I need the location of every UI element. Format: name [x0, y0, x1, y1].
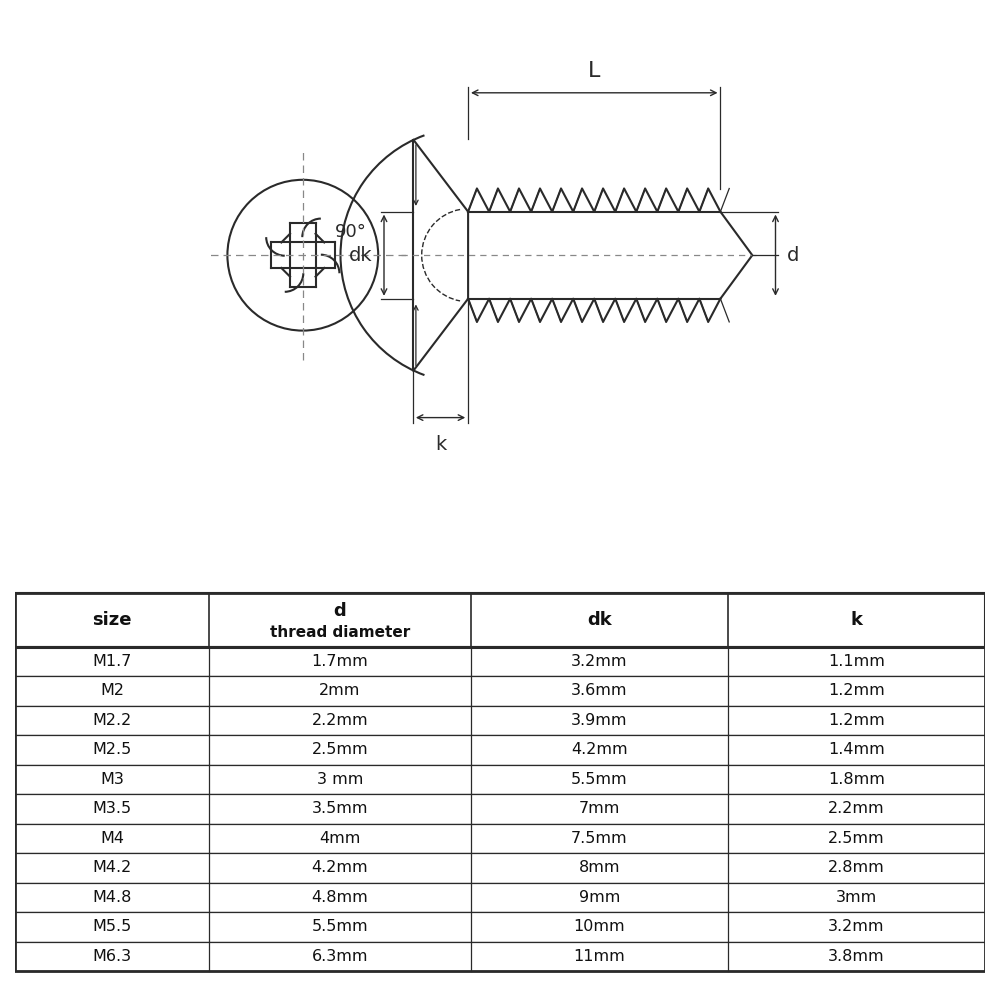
Text: 11mm: 11mm — [574, 949, 625, 964]
Text: 2.8mm: 2.8mm — [828, 860, 885, 875]
Text: M3: M3 — [100, 772, 124, 787]
Text: M2: M2 — [100, 683, 124, 698]
Text: 1.4mm: 1.4mm — [828, 742, 885, 757]
Text: thread diameter: thread diameter — [270, 625, 410, 640]
Text: 3.5mm: 3.5mm — [312, 801, 368, 816]
Text: 5.5mm: 5.5mm — [312, 919, 368, 934]
Text: 10mm: 10mm — [574, 919, 625, 934]
Bar — [15, 706, 985, 735]
Text: dk: dk — [349, 246, 372, 265]
Text: 3.8mm: 3.8mm — [828, 949, 885, 964]
Text: M2.5: M2.5 — [92, 742, 132, 757]
Text: dk: dk — [587, 611, 612, 629]
Text: 3 mm: 3 mm — [317, 772, 363, 787]
Bar — [15, 735, 985, 765]
Text: L: L — [588, 61, 600, 81]
Text: 2.5mm: 2.5mm — [312, 742, 368, 757]
Text: k: k — [435, 435, 446, 454]
Text: 1.8mm: 1.8mm — [828, 772, 885, 787]
Text: 1.2mm: 1.2mm — [828, 713, 885, 728]
Text: 4.2mm: 4.2mm — [571, 742, 628, 757]
Text: M1.7: M1.7 — [92, 654, 132, 669]
Text: 8mm: 8mm — [579, 860, 620, 875]
Text: 7.5mm: 7.5mm — [571, 831, 628, 846]
Bar — [15, 765, 985, 794]
Text: 3.9mm: 3.9mm — [571, 713, 628, 728]
Bar — [15, 883, 985, 912]
Text: 3.6mm: 3.6mm — [571, 683, 628, 698]
Text: 7mm: 7mm — [579, 801, 620, 816]
Text: 9mm: 9mm — [579, 890, 620, 905]
Text: 1.2mm: 1.2mm — [828, 683, 885, 698]
Text: d: d — [787, 246, 799, 265]
Bar — [15, 824, 985, 853]
Text: M2.2: M2.2 — [92, 713, 132, 728]
Text: 3.2mm: 3.2mm — [571, 654, 628, 669]
Bar — [15, 647, 985, 676]
Bar — [15, 593, 985, 647]
Text: 4.2mm: 4.2mm — [312, 860, 368, 875]
Text: 5.5mm: 5.5mm — [571, 772, 628, 787]
Text: d: d — [334, 602, 346, 620]
Bar — [15, 676, 985, 706]
Bar — [15, 794, 985, 824]
Text: k: k — [850, 611, 862, 629]
Text: 1.7mm: 1.7mm — [312, 654, 368, 669]
Text: 6.3mm: 6.3mm — [312, 949, 368, 964]
Text: 4.8mm: 4.8mm — [312, 890, 368, 905]
Text: 2mm: 2mm — [319, 683, 361, 698]
Bar — [15, 942, 985, 971]
Text: 1.1mm: 1.1mm — [828, 654, 885, 669]
Text: 2.2mm: 2.2mm — [312, 713, 368, 728]
Text: 3mm: 3mm — [836, 890, 877, 905]
Text: M3.5: M3.5 — [92, 801, 132, 816]
Text: 2.5mm: 2.5mm — [828, 831, 885, 846]
Text: 3.2mm: 3.2mm — [828, 919, 885, 934]
Bar — [15, 853, 985, 883]
Text: M4.2: M4.2 — [92, 860, 132, 875]
Text: 90°: 90° — [335, 223, 367, 241]
Text: M5.5: M5.5 — [92, 919, 132, 934]
Text: M6.3: M6.3 — [92, 949, 132, 964]
Text: M4: M4 — [100, 831, 124, 846]
Text: M4.8: M4.8 — [92, 890, 132, 905]
Text: 4mm: 4mm — [319, 831, 361, 846]
Text: 2.2mm: 2.2mm — [828, 801, 885, 816]
Text: size: size — [92, 611, 132, 629]
Bar — [15, 912, 985, 942]
